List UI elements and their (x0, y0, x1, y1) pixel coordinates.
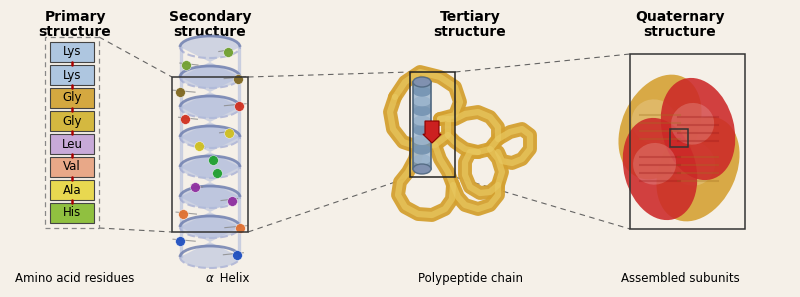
Ellipse shape (657, 117, 739, 221)
Bar (50, 65, 94, 85)
Bar (50, 180, 94, 200)
Polygon shape (413, 154, 431, 174)
Text: Gly: Gly (62, 91, 82, 105)
Ellipse shape (661, 78, 735, 180)
Polygon shape (413, 125, 431, 145)
Text: His: His (63, 206, 81, 219)
Ellipse shape (632, 99, 677, 144)
Text: Leu: Leu (62, 138, 82, 151)
Polygon shape (180, 36, 240, 88)
Bar (670, 129, 688, 147)
Bar (50, 157, 94, 177)
Bar (50, 134, 94, 154)
FancyArrow shape (423, 121, 441, 143)
Polygon shape (180, 96, 240, 148)
Polygon shape (413, 87, 431, 106)
Text: Secondary
structure: Secondary structure (169, 10, 251, 39)
Polygon shape (413, 106, 431, 126)
Text: Helix: Helix (216, 272, 250, 285)
Ellipse shape (413, 77, 431, 87)
Text: α: α (206, 272, 214, 285)
Ellipse shape (670, 141, 715, 186)
Polygon shape (413, 116, 431, 135)
Polygon shape (413, 145, 431, 164)
Text: Assembled subunits: Assembled subunits (621, 272, 739, 285)
Bar (50, 42, 94, 62)
Text: Lys: Lys (62, 69, 82, 81)
Polygon shape (180, 66, 240, 118)
Bar (50, 203, 94, 223)
Text: Gly: Gly (62, 115, 82, 127)
Text: Polypeptide chain: Polypeptide chain (418, 272, 522, 285)
Text: Amino acid residues: Amino acid residues (15, 272, 134, 285)
Text: Primary
structure: Primary structure (38, 10, 111, 39)
Bar (410, 72, 455, 177)
Polygon shape (180, 186, 240, 238)
Bar (50, 88, 94, 108)
Bar (45, 37, 99, 228)
Text: Tertiary
structure: Tertiary structure (434, 10, 506, 39)
Ellipse shape (618, 75, 702, 179)
Ellipse shape (622, 118, 698, 220)
Polygon shape (413, 96, 431, 116)
Polygon shape (180, 156, 240, 208)
Ellipse shape (413, 164, 431, 174)
Text: Quaternary
structure: Quaternary structure (635, 10, 725, 39)
Bar (50, 111, 94, 131)
Polygon shape (180, 216, 240, 268)
Polygon shape (413, 135, 431, 155)
Bar (172, 77, 248, 232)
Polygon shape (413, 77, 431, 97)
Ellipse shape (633, 143, 676, 185)
Ellipse shape (671, 103, 714, 145)
Text: Lys: Lys (62, 45, 82, 59)
Bar (630, 54, 745, 229)
Text: Ala: Ala (62, 184, 82, 197)
Polygon shape (180, 126, 240, 178)
Text: Val: Val (63, 160, 81, 173)
